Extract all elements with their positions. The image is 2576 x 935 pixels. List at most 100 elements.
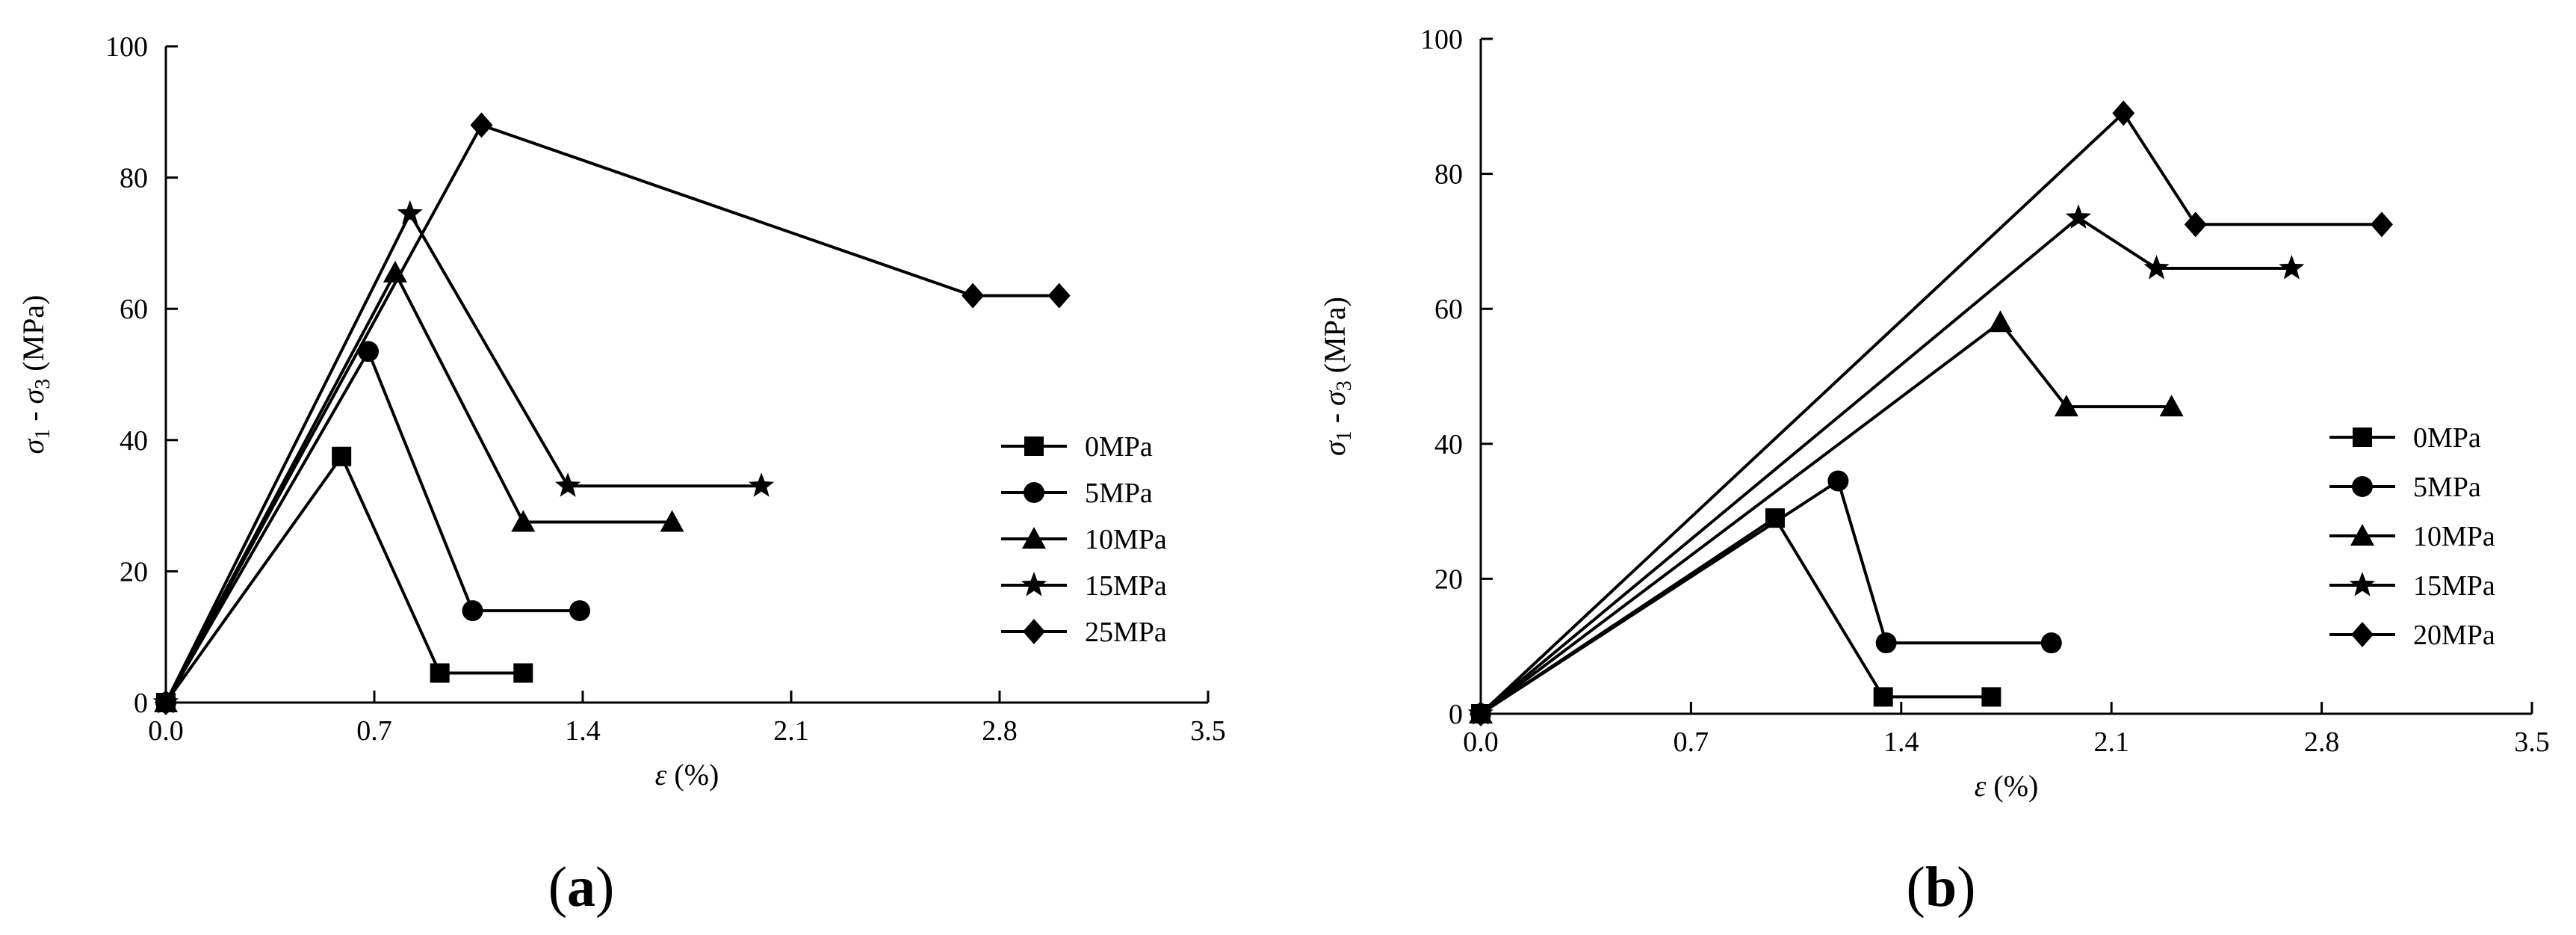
legend-item: 10MPa xyxy=(2329,521,2495,552)
x-tick-label: 3.5 xyxy=(1190,715,1226,747)
data-point xyxy=(383,260,407,283)
x-tick-label: 0.0 xyxy=(148,715,184,747)
legend-marker xyxy=(2351,622,2374,647)
series-0MPa xyxy=(1471,508,2001,723)
data-point xyxy=(470,112,493,138)
data-point xyxy=(749,472,775,497)
data-point xyxy=(569,600,591,622)
y-axis-unit: (MPa) xyxy=(1318,297,1352,380)
y-axis-minus: - xyxy=(16,404,50,428)
x-tick-label: 2.8 xyxy=(2304,726,2340,758)
panel-label-close: ) xyxy=(595,856,614,919)
data-point xyxy=(358,341,380,362)
panel-label: (b) xyxy=(1907,856,1976,919)
data-point xyxy=(2040,632,2062,654)
legend-marker xyxy=(1021,572,1047,596)
x-tick-label: 2.1 xyxy=(2093,726,2129,758)
x-axis-title: ε (%) xyxy=(655,758,719,791)
series-0MPa xyxy=(156,446,533,712)
panel-a: 0.0 0.7 1.4 2.1 2.8 3.5 0 20 40 60 80 100 ε (%) σ1 - … xyxy=(16,31,1226,919)
series-15MPa xyxy=(152,200,775,714)
y-axis-minus: - xyxy=(1318,406,1352,431)
legend-item: 5MPa xyxy=(2329,472,2481,503)
legend-label: 0MPa xyxy=(2413,422,2481,454)
y-tick-label: 20 xyxy=(1434,564,1463,595)
data-point xyxy=(1981,687,2001,707)
legend-item: 20MPa xyxy=(2329,620,2495,651)
data-point xyxy=(511,510,536,532)
y-axis-sub-3: 3 xyxy=(1333,380,1356,391)
panel-label-open: ( xyxy=(1907,856,1925,919)
x-axis-space xyxy=(1986,769,1993,803)
series-line xyxy=(1479,478,2052,715)
panel-label-close: ) xyxy=(1957,856,1975,919)
legend-label: 0MPa xyxy=(1085,431,1153,463)
legend-item: 15MPa xyxy=(1001,570,1167,602)
legend-marker xyxy=(2353,428,2372,447)
series-line xyxy=(1479,215,2292,715)
data-point xyxy=(660,510,684,532)
data-point xyxy=(555,472,581,497)
y-tick-label: 20 xyxy=(120,556,148,587)
y-tick-label: 80 xyxy=(120,163,148,194)
data-point xyxy=(2159,395,2184,417)
legend-label: 20MPa xyxy=(2413,620,2495,651)
data-point xyxy=(2112,100,2135,126)
legend-marker xyxy=(2350,524,2374,546)
legend-item: 15MPa xyxy=(2329,570,2495,602)
y-axis-title: σ1 - σ3 (MPa) xyxy=(1318,297,1356,456)
data-point xyxy=(155,690,177,715)
legend-marker xyxy=(1024,482,1044,503)
data-point xyxy=(2184,212,2207,238)
data-point xyxy=(1875,632,1897,654)
data-point xyxy=(1470,701,1492,726)
x-axis-symbol: ε xyxy=(1975,769,1987,803)
x-tick-label: 1.4 xyxy=(1883,726,1919,758)
legend-label: 5MPa xyxy=(1085,478,1153,509)
legend-label: 5MPa xyxy=(2413,472,2481,503)
x-axis-symbol: ε xyxy=(655,758,667,791)
y-axis-sub-1: 1 xyxy=(31,429,55,439)
y-tick-label: 60 xyxy=(1434,294,1463,325)
y-axis-title: σ1 - σ3 (MPa) xyxy=(16,294,55,454)
legend-marker xyxy=(1023,619,1045,644)
x-axis-unit: (%) xyxy=(674,758,719,791)
y-tick-label: 0 xyxy=(1449,699,1463,730)
data-point xyxy=(2371,212,2393,238)
data-point xyxy=(1988,310,2013,333)
y-axis-sigma-1: σ xyxy=(16,439,50,454)
legend-item: 0MPa xyxy=(1001,431,1153,463)
legend-item: 5MPa xyxy=(1001,478,1153,509)
y-axis-unit: (MPa) xyxy=(16,294,50,378)
data-point xyxy=(2143,255,2170,280)
legend-label: 25MPa xyxy=(1085,617,1167,648)
legend-marker xyxy=(2352,476,2373,497)
legend-label: 15MPa xyxy=(1085,570,1167,602)
series-line xyxy=(164,123,1059,703)
x-tick-label: 0.7 xyxy=(356,715,392,747)
data-point xyxy=(462,600,483,622)
series-20MPa xyxy=(1470,100,2393,726)
legend-item: 25MPa xyxy=(1001,617,1167,648)
series-line xyxy=(164,348,580,703)
x-axis-unit: (%) xyxy=(1993,769,2038,803)
y-tick-label: 40 xyxy=(120,425,148,457)
y-tick-label: 100 xyxy=(105,31,148,63)
data-point xyxy=(332,446,352,466)
y-tick-label: 100 xyxy=(1420,24,1463,55)
y-axis-sub-3: 3 xyxy=(31,379,55,389)
x-axis-space xyxy=(666,758,674,791)
x-tick-label: 2.8 xyxy=(982,715,1018,747)
legend-marker xyxy=(2349,572,2376,596)
data-point xyxy=(2054,395,2078,417)
series-25MPa xyxy=(155,112,1071,715)
y-tick-label: 60 xyxy=(120,294,148,325)
data-point xyxy=(1827,470,1849,492)
x-tick-label: 0.0 xyxy=(1463,726,1499,758)
legend-item: 10MPa xyxy=(1001,524,1167,555)
y-axis-sigma-3: σ xyxy=(1318,390,1352,406)
legend-marker xyxy=(1024,436,1044,456)
legend-item: 0MPa xyxy=(2329,422,2481,454)
data-point xyxy=(397,200,423,225)
x-tick-label: 2.1 xyxy=(773,715,809,747)
